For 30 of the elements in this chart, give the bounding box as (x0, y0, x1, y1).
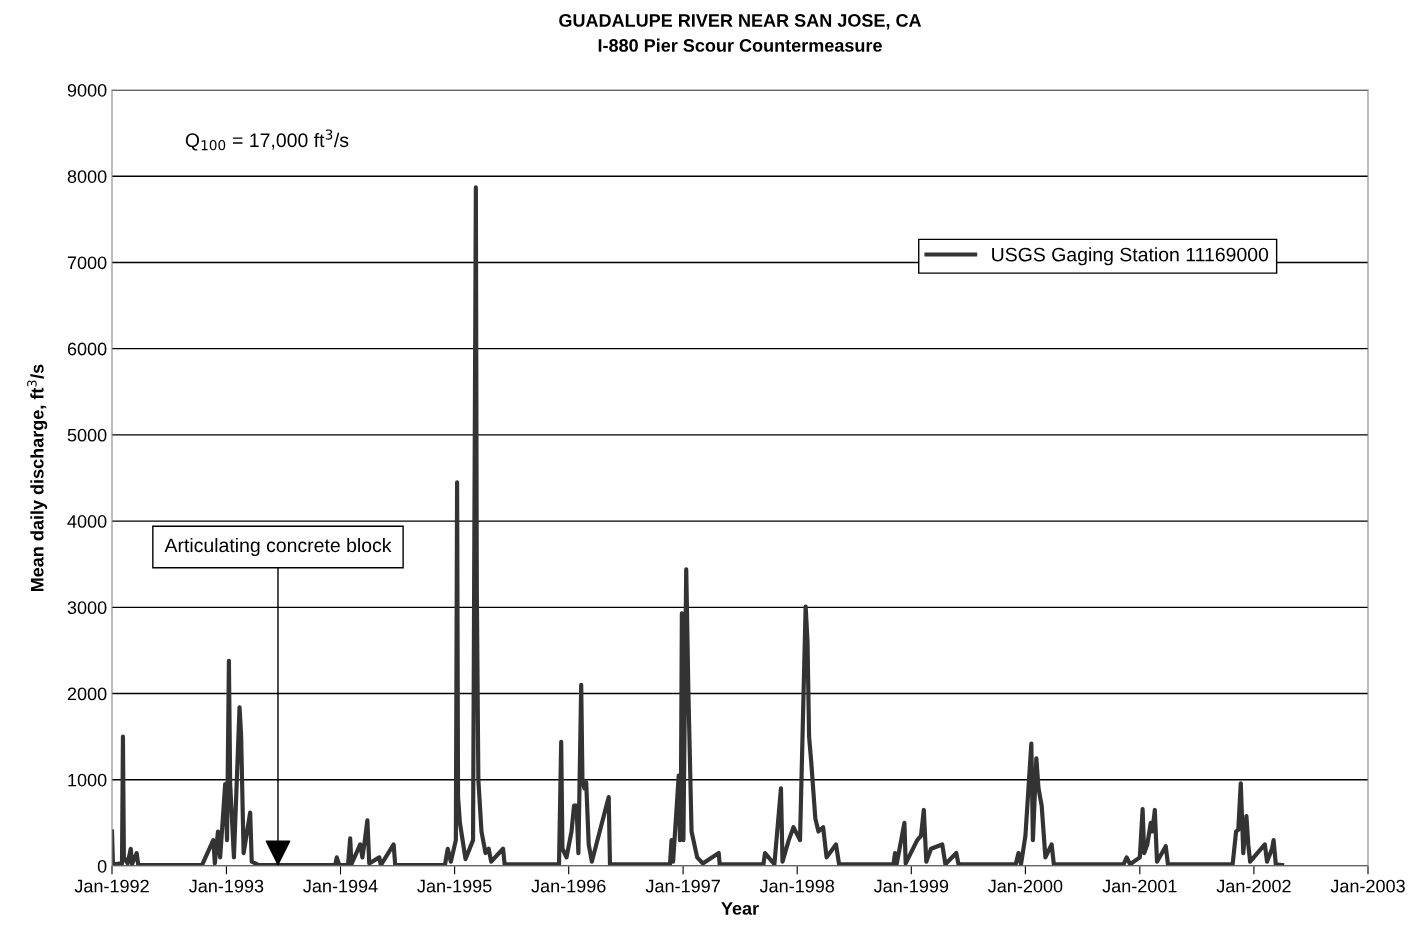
y-tick-label: 3000 (67, 601, 107, 615)
x-tick-label: Jan-1993 (189, 879, 264, 893)
line-series (112, 185, 1285, 866)
x-tick-label: Jan-1996 (531, 879, 606, 893)
x-tick-label: Jan-1995 (417, 879, 492, 893)
chart-subtitle: I-880 Pier Scour Countermeasure (598, 38, 882, 52)
x-tick-label: Jan-1992 (74, 879, 149, 893)
x-tick-label: Jan-2002 (1216, 879, 1291, 893)
y-tick-label: 9000 (67, 83, 107, 97)
annotation: Q$_{100}$ = 17,000 ft$^{3}$/s (185, 129, 349, 151)
legend-label: USGS Gaging Station 11169000 (992, 247, 1269, 266)
x-tick-label: Jan-2001 (1102, 879, 1177, 893)
x-axis-title: Year (721, 902, 759, 915)
y-tick-label: 0 (97, 859, 107, 873)
y-tick-label: 5000 (67, 428, 107, 442)
x-tick-label: Jan-1997 (645, 879, 720, 893)
chart-title: GUADALUPE RIVER NEAR SAN JOSE, CA (559, 14, 922, 30)
y-tick-label: 7000 (67, 256, 107, 270)
annotation: Articulating concrete block (164, 537, 392, 557)
x-tick-label: Jan-1999 (873, 879, 949, 893)
y-axis-title: Mean daily discharge, ft$^{3}$/s (27, 364, 48, 592)
x-tick-label: Jan-2000 (988, 879, 1063, 893)
y-tick-label: 1000 (68, 773, 107, 787)
x-tick-label: Jan-2003 (1330, 879, 1405, 893)
y-tick-label: 8000 (67, 170, 107, 183)
x-tick-label: Jan-1994 (303, 879, 378, 893)
y-tick-label: 4000 (67, 515, 107, 528)
x-tick-label: Jan-1998 (759, 879, 835, 893)
y-tick-label: 2000 (67, 687, 107, 701)
y-tick-label: 6000 (67, 342, 107, 356)
